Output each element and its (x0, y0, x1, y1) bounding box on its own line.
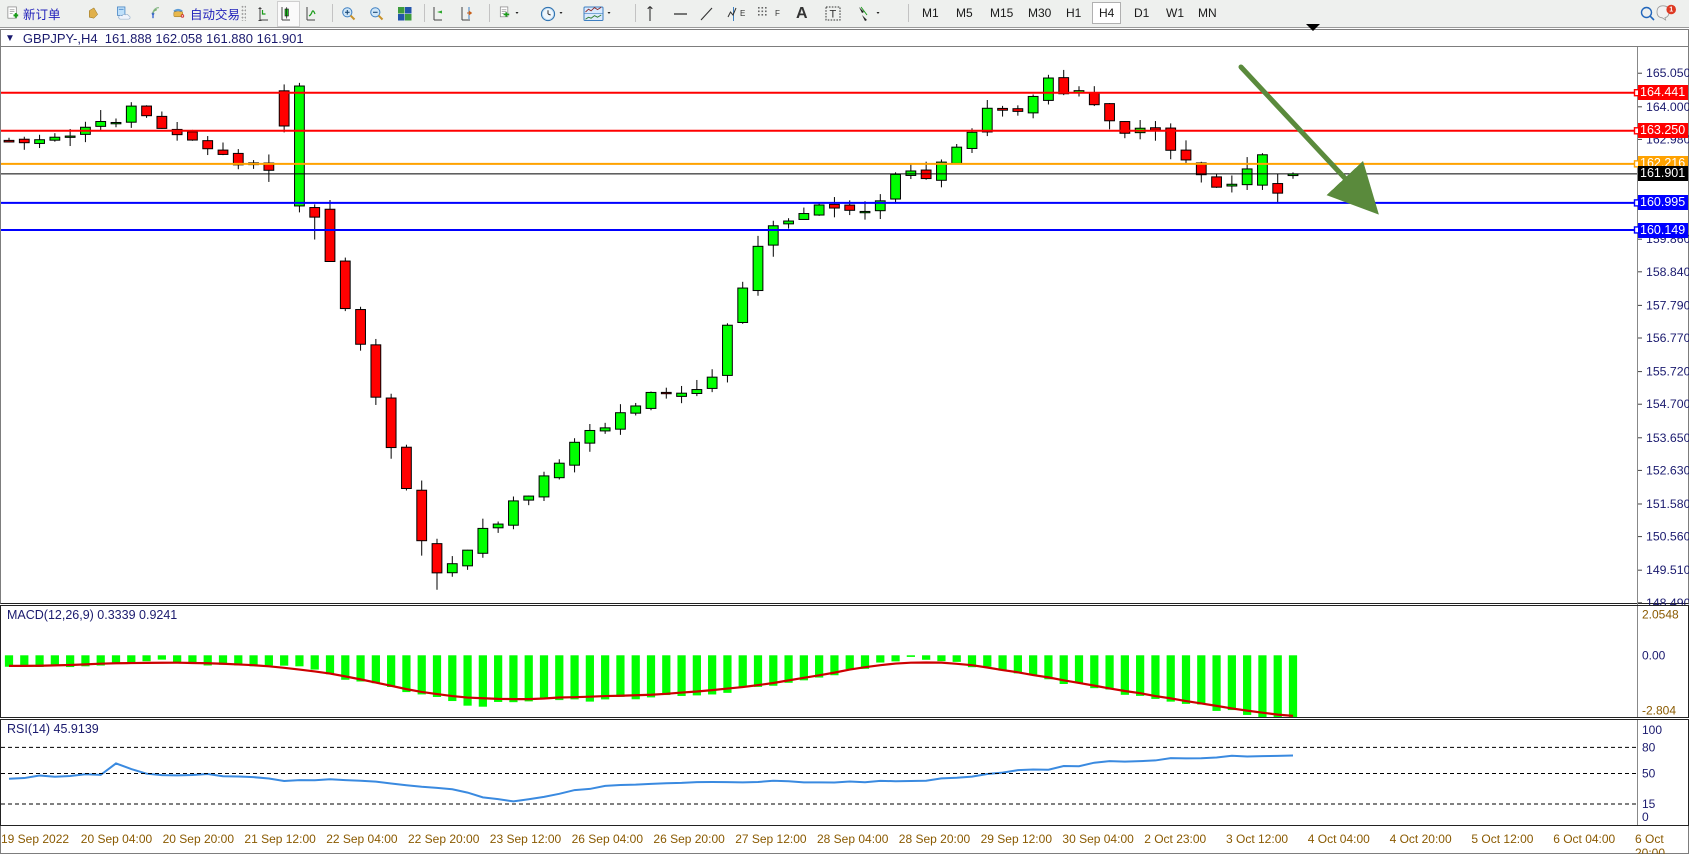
svg-text:1: 1 (1669, 7, 1673, 14)
svg-text:100: 100 (1642, 723, 1662, 737)
svg-text:149.510: 149.510 (1646, 563, 1689, 577)
svg-text:153.650: 153.650 (1646, 431, 1689, 445)
svg-text:164.000: 164.000 (1646, 100, 1689, 114)
svg-text:0: 0 (1642, 810, 1649, 824)
svg-text:150.560: 150.560 (1646, 530, 1689, 544)
svg-text:156.770: 156.770 (1646, 331, 1689, 345)
svg-text:157.790: 157.790 (1646, 298, 1689, 312)
svg-text:0.00: 0.00 (1642, 648, 1666, 662)
svg-text:-2.804: -2.804 (1642, 704, 1676, 718)
svg-text:151.580: 151.580 (1646, 497, 1689, 511)
svg-text:166.070: 166.070 (1646, 47, 1689, 48)
svg-text:80: 80 (1642, 740, 1656, 754)
svg-text:T: T (830, 8, 837, 20)
svg-text:165.050: 165.050 (1646, 66, 1689, 80)
svg-text:15: 15 (1642, 797, 1656, 811)
svg-text:154.700: 154.700 (1646, 397, 1689, 411)
svg-text:158.840: 158.840 (1646, 265, 1689, 279)
svg-text:50: 50 (1642, 767, 1656, 781)
svg-text:148.490: 148.490 (1646, 596, 1689, 605)
svg-text:2.0548: 2.0548 (1642, 608, 1679, 622)
svg-text:155.720: 155.720 (1646, 365, 1689, 379)
svg-text:152.630: 152.630 (1646, 463, 1689, 477)
